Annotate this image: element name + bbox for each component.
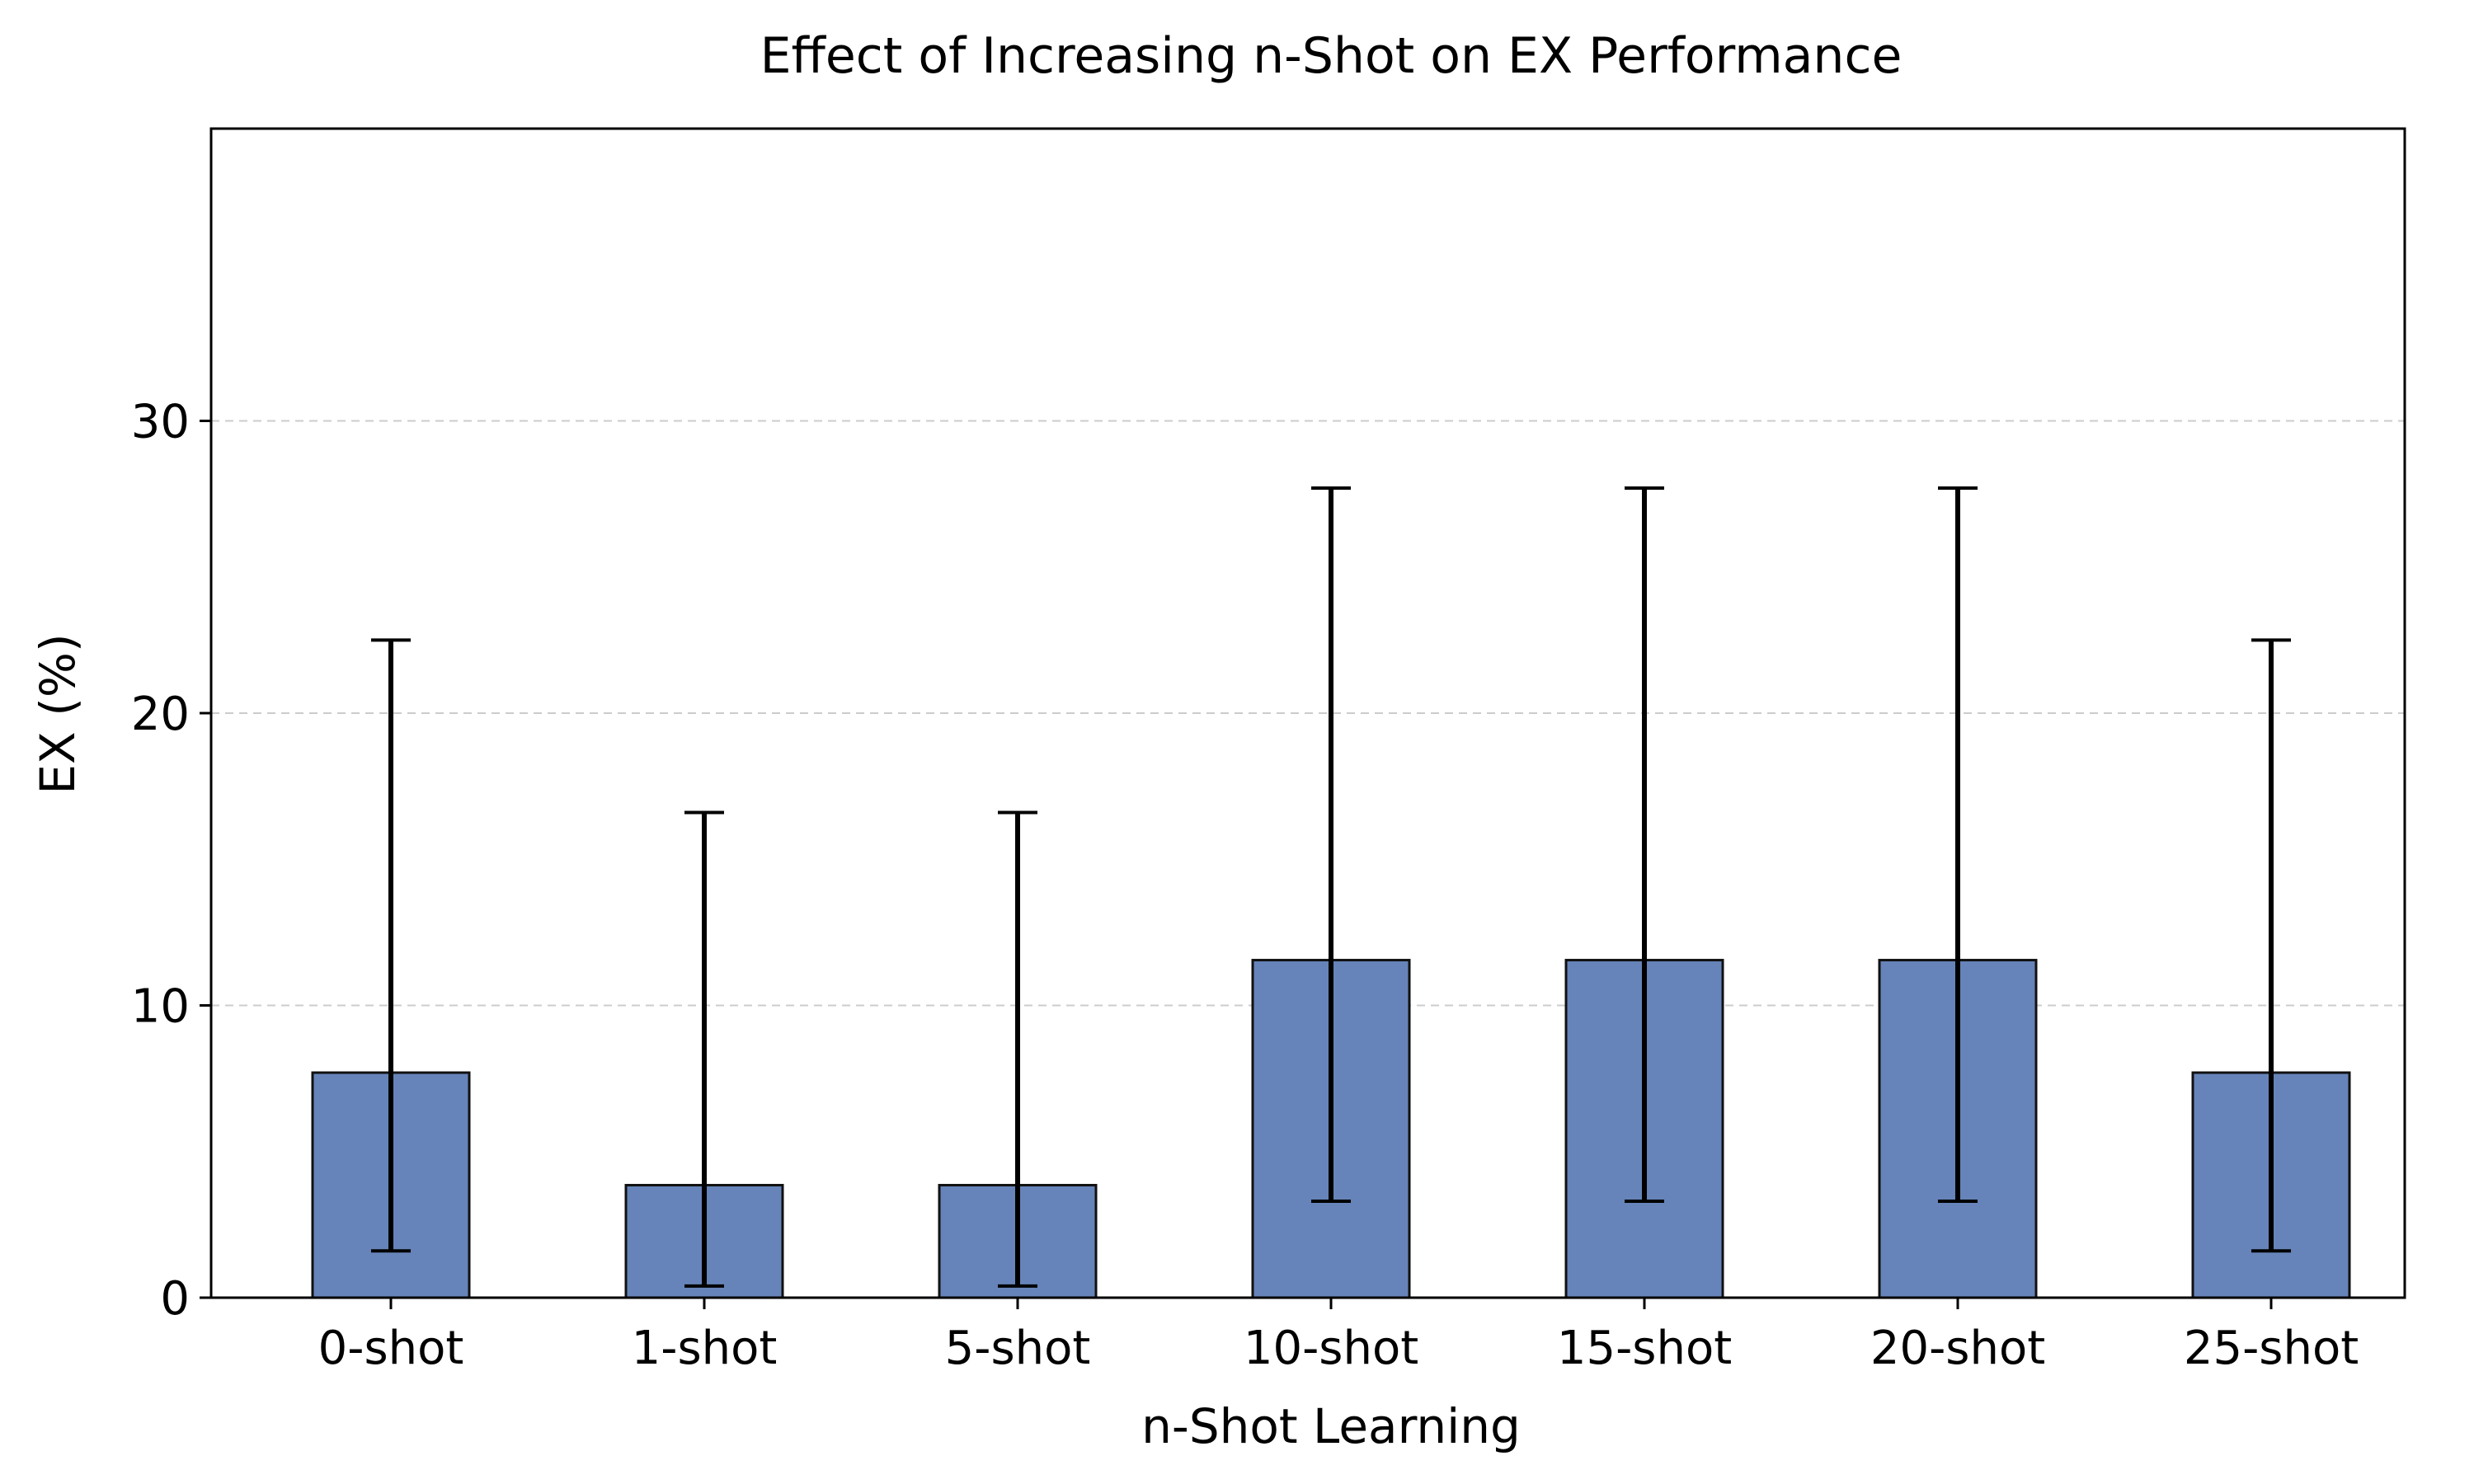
error-bars bbox=[371, 486, 2291, 1288]
chart-title: Effect of Increasing n-Shot on EX Perfor… bbox=[760, 27, 1903, 85]
x-tick-label: 25-shot bbox=[2184, 1322, 2359, 1375]
grid-lines bbox=[211, 420, 2405, 1007]
y-axis-label: EX (%) bbox=[30, 633, 86, 794]
y-tick-label: 0 bbox=[160, 1272, 190, 1326]
x-tick-label: 0-shot bbox=[318, 1322, 464, 1375]
x-axis-label: n-Shot Learning bbox=[1141, 1398, 1521, 1454]
x-tick-label: 20-shot bbox=[1870, 1322, 2045, 1375]
x-axis: 0-shot 1-shot 5-shot 10-shot 15-shot 20-shot 2… bbox=[318, 1298, 2359, 1375]
y-tick-label: 30 bbox=[131, 396, 190, 449]
y-tick-label: 10 bbox=[131, 980, 190, 1034]
y-axis: 0 10 20 30 bbox=[131, 396, 211, 1326]
x-tick-label: 10-shot bbox=[1244, 1322, 1418, 1375]
x-tick-label: 5-shot bbox=[945, 1322, 1091, 1375]
x-tick-label: 1-shot bbox=[632, 1322, 778, 1375]
x-tick-label: 15-shot bbox=[1557, 1322, 1732, 1375]
y-tick-label: 20 bbox=[131, 688, 190, 741]
